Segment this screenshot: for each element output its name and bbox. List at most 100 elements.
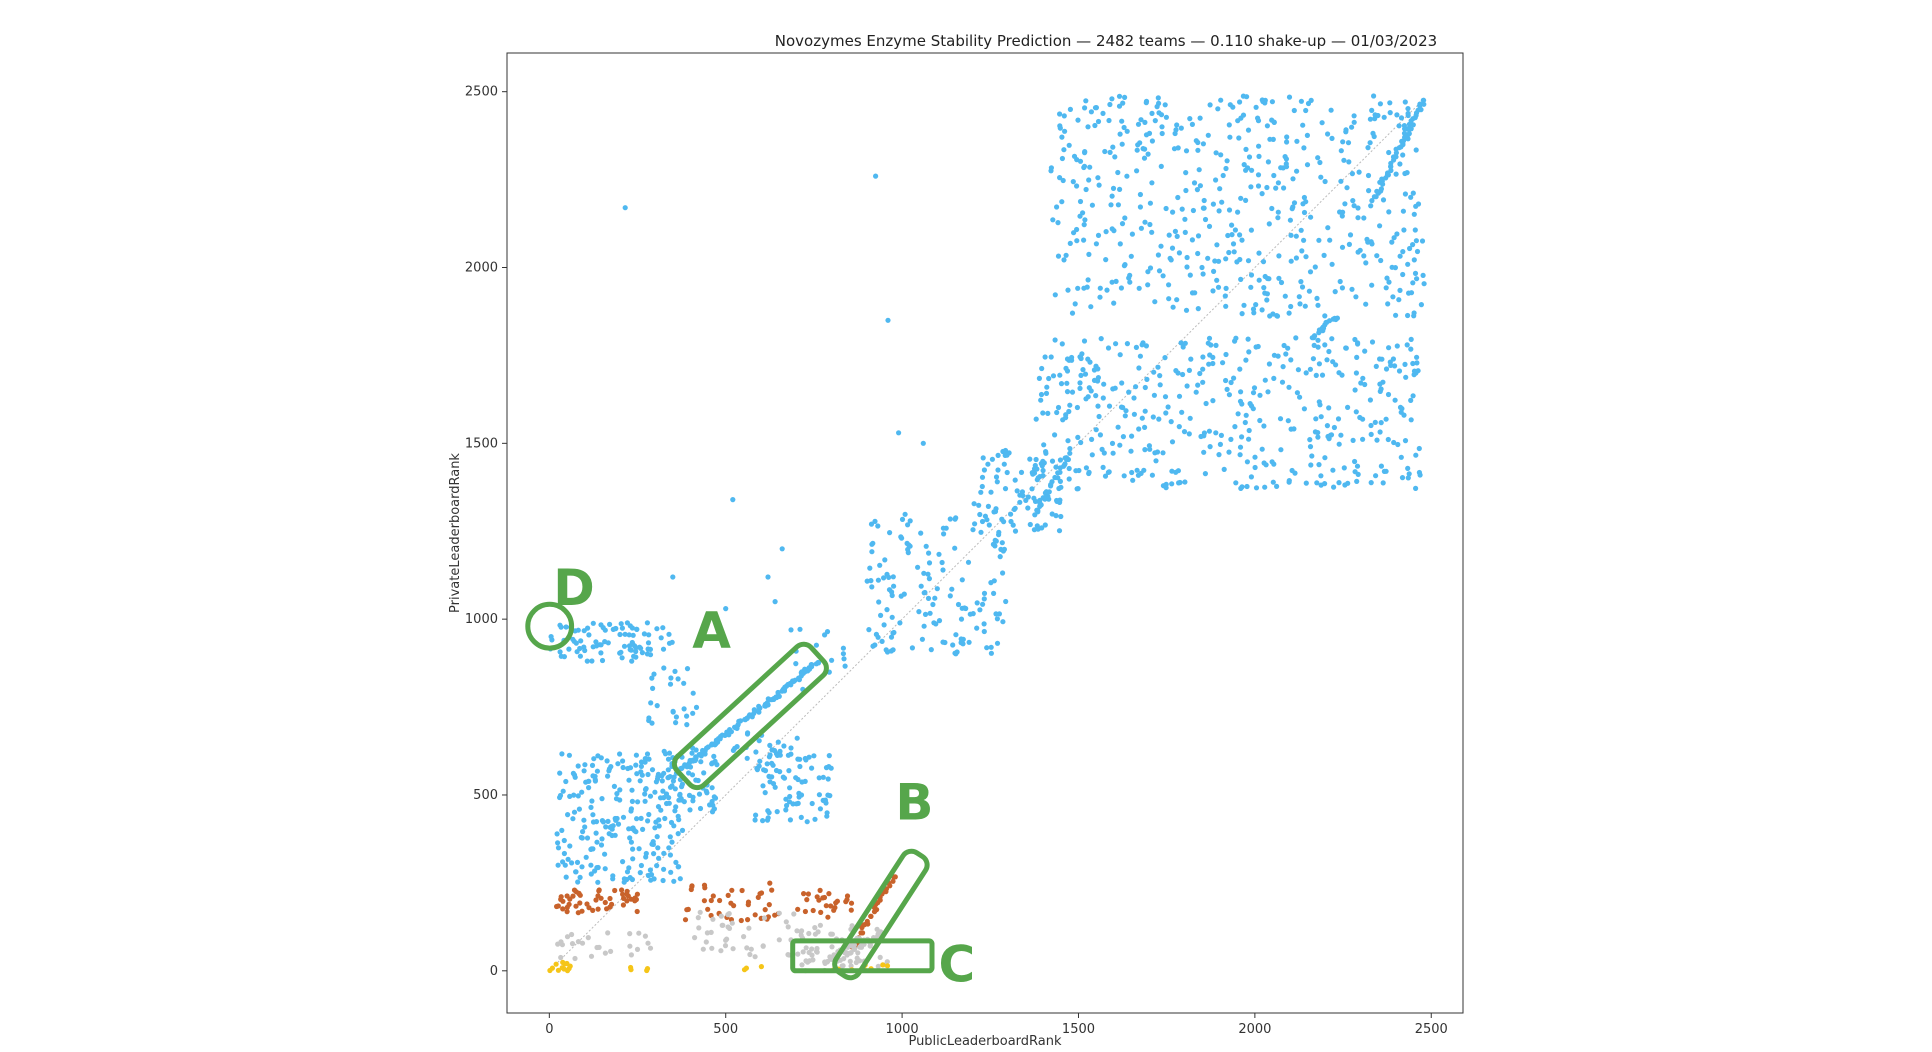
data-point-blue xyxy=(1295,367,1301,373)
data-point-blue xyxy=(1246,436,1252,442)
data-point-blue xyxy=(1214,242,1220,248)
data-point-orange xyxy=(752,912,758,918)
data-point-blue xyxy=(1162,355,1168,361)
data-point-blue xyxy=(563,874,569,880)
data-point-blue xyxy=(628,806,635,812)
data-point-blue xyxy=(620,758,626,764)
data-point-blue xyxy=(1095,232,1102,238)
data-point-blue xyxy=(1193,389,1199,395)
data-point-blue xyxy=(1116,103,1123,109)
data-point-blue xyxy=(1339,244,1346,250)
data-point-blue xyxy=(889,614,895,620)
data-point-blue xyxy=(766,754,773,760)
data-point-orange xyxy=(577,892,583,898)
data-point-blue xyxy=(922,611,929,618)
data-point-blue xyxy=(629,876,636,883)
data-point-blue xyxy=(590,620,596,626)
data-point-blue xyxy=(589,762,596,769)
data-point-blue xyxy=(661,665,667,671)
data-point-blue xyxy=(1117,186,1123,192)
data-point-blue xyxy=(687,807,693,813)
data-point-blue xyxy=(654,863,660,869)
data-point-blue xyxy=(1329,336,1335,342)
data-point-blue xyxy=(645,818,651,824)
plot-frame xyxy=(506,52,1464,1014)
data-point-blue xyxy=(1380,197,1387,203)
data-point-blue xyxy=(965,559,972,565)
data-point-blue xyxy=(1043,390,1050,396)
data-point-blue xyxy=(1269,205,1275,212)
data-point-blue xyxy=(1355,471,1361,477)
data-point-orange xyxy=(595,906,601,912)
data-point-orange xyxy=(890,878,896,884)
data-point-blue xyxy=(558,624,564,630)
data-point-blue xyxy=(981,621,987,627)
data-point-blue xyxy=(1210,201,1216,207)
data-point-blue xyxy=(584,658,590,664)
data-point-blue xyxy=(1256,250,1262,256)
data-point-gold xyxy=(880,962,886,968)
data-point-blue xyxy=(567,843,573,849)
data-point-blue xyxy=(1207,444,1213,450)
data-point-blue xyxy=(1095,366,1101,372)
data-point-blue xyxy=(1147,221,1153,228)
data-point-blue xyxy=(1416,445,1422,452)
data-point-blue xyxy=(1255,172,1262,178)
data-point-blue xyxy=(1322,178,1328,185)
data-point-blue xyxy=(840,645,847,651)
data-point-gray xyxy=(847,958,853,965)
data-point-blue xyxy=(1412,227,1418,233)
data-point-blue xyxy=(599,796,605,802)
data-point-blue xyxy=(1195,250,1201,257)
data-point-blue xyxy=(1206,428,1212,434)
data-point-blue xyxy=(599,836,605,842)
data-point-orange xyxy=(804,897,810,903)
data-point-blue xyxy=(928,647,934,653)
data-point-blue xyxy=(1343,345,1349,351)
data-point-gray xyxy=(627,931,633,937)
data-point-blue xyxy=(1049,458,1056,464)
data-point-blue xyxy=(1046,375,1052,382)
data-point-blue xyxy=(902,511,908,517)
data-point-blue xyxy=(1307,269,1314,275)
data-point-blue xyxy=(557,649,563,655)
data-point-gray xyxy=(729,920,735,926)
data-point-blue xyxy=(648,700,654,706)
data-point-blue xyxy=(1345,140,1352,146)
data-point-blue xyxy=(1377,101,1383,107)
data-point-blue xyxy=(582,824,588,830)
data-point-blue xyxy=(559,827,565,834)
data-point-blue xyxy=(1182,479,1188,485)
data-point-blue xyxy=(1316,237,1322,243)
data-point-blue xyxy=(1392,363,1398,369)
data-point-blue xyxy=(1328,107,1334,113)
data-point-blue xyxy=(1149,110,1155,116)
data-point-blue xyxy=(675,864,681,870)
data-point-blue xyxy=(1335,416,1342,422)
data-point-blue xyxy=(1345,404,1351,410)
data-point-blue xyxy=(1378,386,1384,392)
data-point-blue xyxy=(1216,258,1222,264)
data-point-blue xyxy=(1183,307,1190,313)
data-point-blue xyxy=(561,837,567,844)
data-point-blue xyxy=(1397,287,1403,293)
data-point-blue xyxy=(1083,98,1089,104)
data-point-blue xyxy=(1360,436,1366,442)
data-point-blue xyxy=(1317,159,1323,166)
data-point-blue xyxy=(650,685,656,692)
data-point-blue xyxy=(643,786,649,792)
data-point-blue xyxy=(788,627,794,633)
data-point-gold xyxy=(743,965,750,971)
data-point-blue xyxy=(1371,194,1377,200)
data-point-blue xyxy=(1322,342,1328,348)
data-point-blue xyxy=(1055,253,1062,259)
data-point-blue xyxy=(915,564,921,570)
data-point-blue xyxy=(953,632,959,638)
data-point-blue xyxy=(1325,131,1331,137)
data-point-blue xyxy=(1411,310,1417,316)
data-point-orange xyxy=(634,891,641,897)
data-point-blue xyxy=(690,710,696,716)
data-point-blue xyxy=(1248,474,1254,480)
data-point-blue xyxy=(1232,227,1238,233)
data-point-blue xyxy=(1278,165,1284,171)
